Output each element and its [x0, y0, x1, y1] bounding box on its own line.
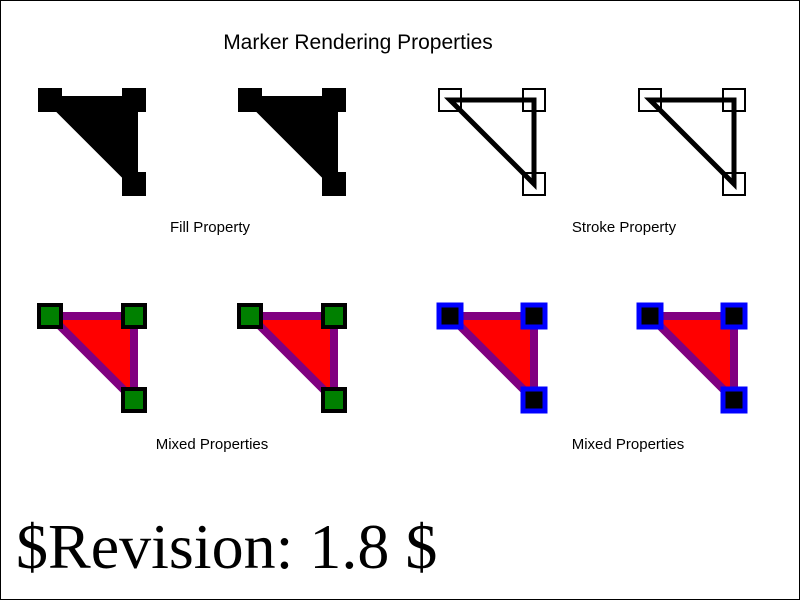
triangle-shape — [643, 97, 737, 191]
mixed-property-sample-4 — [636, 302, 748, 414]
marker-end — [722, 172, 746, 196]
marker-end — [520, 386, 548, 414]
mixed-property-sample-1 — [37, 303, 147, 413]
mixed-properties-caption-left: Mixed Properties — [156, 436, 269, 453]
marker-start — [238, 88, 262, 112]
marker-mid — [522, 88, 546, 112]
triangle-shape — [443, 97, 537, 191]
marker-start — [38, 88, 62, 112]
triangle-shape — [240, 312, 338, 410]
revision-label: $Revision: 1.8 $ — [16, 511, 437, 582]
triangle-shape — [240, 96, 338, 194]
marker-end — [121, 387, 147, 413]
mixed-properties-caption-right: Mixed Properties — [572, 436, 685, 453]
mixed-property-sample-2 — [237, 303, 347, 413]
triangle-shape — [440, 312, 538, 410]
stroke-property-caption: Stroke Property — [572, 219, 677, 236]
fill-property-sample-2 — [238, 88, 346, 196]
marker-mid — [122, 88, 146, 112]
triangle-shape — [40, 312, 138, 410]
mixed-property-sample-3 — [436, 302, 548, 414]
marker-mid — [520, 302, 548, 330]
marker-mid — [720, 302, 748, 330]
fill-property-caption: Fill Property — [170, 219, 251, 236]
marker-end — [122, 172, 146, 196]
triangle-shape — [40, 96, 138, 194]
page-title: Marker Rendering Properties — [223, 31, 493, 54]
triangle-shape — [640, 312, 738, 410]
marker-mid — [321, 303, 347, 329]
marker-start — [37, 303, 63, 329]
marker-start — [438, 88, 462, 112]
marker-start — [636, 302, 664, 330]
stroke-property-sample-2 — [638, 88, 746, 196]
marker-start — [638, 88, 662, 112]
marker-start — [237, 303, 263, 329]
marker-start — [436, 302, 464, 330]
marker-end — [321, 387, 347, 413]
stroke-property-sample-1 — [438, 88, 546, 196]
marker-mid — [121, 303, 147, 329]
marker-end — [720, 386, 748, 414]
marker-mid — [722, 88, 746, 112]
marker-end — [522, 172, 546, 196]
marker-mid — [322, 88, 346, 112]
marker-end — [322, 172, 346, 196]
fill-property-sample-1 — [38, 88, 146, 196]
